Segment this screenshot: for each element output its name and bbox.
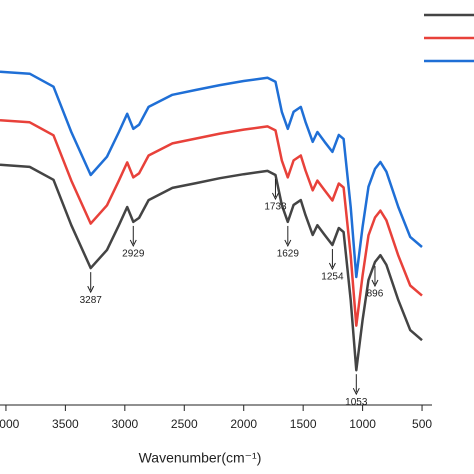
annotation-label: 896 — [367, 289, 384, 300]
annotation-label: 1254 — [321, 272, 344, 283]
annotation-arrowhead — [129, 239, 137, 248]
x-tick-label: 1000 — [349, 417, 376, 431]
x-axis-label: Wavenumber(cm⁻¹) — [139, 450, 262, 466]
x-tick-label: 4000 — [0, 417, 20, 431]
annotation-arrowhead — [272, 192, 279, 201]
annotation-arrowhead — [328, 262, 336, 271]
annotation-arrowhead — [87, 285, 95, 294]
annotation-label: 3287 — [80, 295, 103, 306]
annotation-arrowhead — [371, 279, 379, 288]
annotation-label: 2929 — [122, 249, 145, 260]
x-tick-label: 500 — [412, 417, 432, 431]
annotation-arrowhead — [284, 239, 292, 248]
annotation-label: 1053 — [345, 397, 368, 408]
x-tick-label: 1500 — [290, 417, 317, 431]
x-tick-label: 3000 — [111, 417, 138, 431]
annotation-label: 1629 — [277, 249, 300, 260]
annotation-label: 1733 — [264, 202, 287, 213]
series-line — [0, 70, 423, 279]
x-tick-label: 2000 — [230, 417, 257, 431]
x-tick-label: 3500 — [52, 417, 79, 431]
series-line — [0, 119, 423, 327]
series-line — [0, 163, 423, 372]
annotation-arrowhead — [352, 387, 360, 396]
x-tick-label: 2500 — [171, 417, 198, 431]
